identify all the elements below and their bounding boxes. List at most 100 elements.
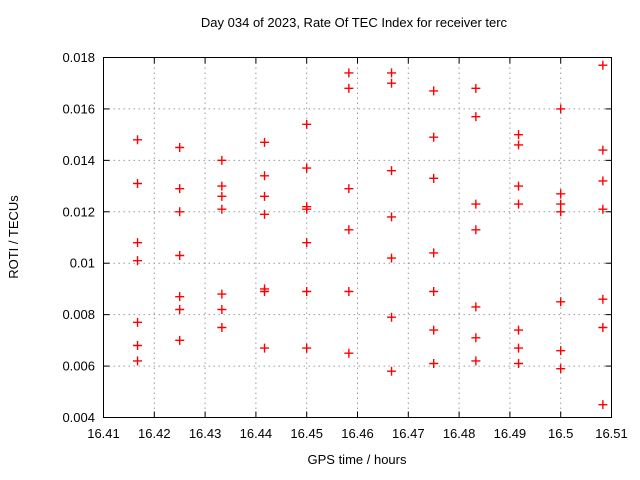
y-tick-labels: 0.004 0.006 0.008 0.01 0.012 0.014 0.016 0.018 bbox=[62, 50, 95, 425]
x-tick-label: 16.51 bbox=[595, 426, 628, 441]
data-point-marker bbox=[514, 325, 524, 335]
data-point-marker bbox=[429, 173, 439, 183]
data-point-marker bbox=[133, 356, 143, 366]
data-point-marker bbox=[471, 333, 481, 343]
x-tick-label: 16.46 bbox=[341, 426, 374, 441]
x-tick-label: 16.5 bbox=[548, 426, 573, 441]
data-point-marker bbox=[217, 191, 227, 201]
data-point-marker bbox=[302, 238, 312, 248]
y-tick-label: 0.01 bbox=[70, 256, 95, 271]
data-point-marker bbox=[598, 400, 608, 410]
data-point-marker bbox=[217, 289, 227, 299]
data-point-marker bbox=[344, 348, 354, 358]
data-point-marker bbox=[598, 323, 608, 332]
data-point-marker bbox=[260, 171, 270, 181]
data-point-marker bbox=[598, 60, 608, 70]
data-point-marker bbox=[344, 83, 354, 93]
data-point-marker bbox=[471, 199, 481, 209]
data-point-marker bbox=[429, 359, 439, 368]
x-tick-label: 16.48 bbox=[443, 426, 476, 441]
data-point-marker bbox=[556, 297, 566, 307]
data-point-marker bbox=[387, 253, 397, 263]
x-tick-label: 16.45 bbox=[290, 426, 323, 441]
x-tick-label: 16.47 bbox=[392, 426, 425, 441]
y-tick-label: 0.012 bbox=[62, 204, 95, 219]
data-point-marker bbox=[556, 364, 566, 374]
x-axis-label: GPS time / hours bbox=[308, 452, 407, 467]
data-point-marker bbox=[514, 343, 524, 353]
data-point-marker bbox=[598, 204, 608, 214]
data-point-marker bbox=[302, 163, 312, 173]
data-point-marker bbox=[387, 212, 397, 222]
data-point-marker bbox=[175, 184, 185, 194]
x-tick-label: 16.42 bbox=[138, 426, 171, 441]
data-point-marker bbox=[387, 312, 397, 322]
data-points bbox=[133, 60, 608, 410]
y-tick-label: 0.018 bbox=[62, 50, 95, 65]
data-point-marker bbox=[260, 209, 270, 219]
data-point-marker bbox=[217, 155, 227, 165]
data-point-marker bbox=[133, 341, 143, 350]
data-point-marker bbox=[217, 204, 227, 214]
data-point-marker bbox=[598, 294, 608, 304]
data-point-marker bbox=[514, 130, 524, 140]
data-point-marker bbox=[175, 207, 185, 217]
data-point-marker bbox=[260, 191, 270, 201]
y-tick-label: 0.016 bbox=[62, 101, 95, 116]
data-point-marker bbox=[260, 287, 270, 296]
data-point-marker bbox=[471, 302, 481, 312]
y-tick-label: 0.006 bbox=[62, 359, 95, 374]
data-point-marker bbox=[133, 135, 143, 145]
y-tick-label: 0.014 bbox=[62, 153, 95, 168]
data-point-marker bbox=[175, 292, 185, 302]
data-point-marker bbox=[471, 225, 481, 235]
x-tick-label: 16.43 bbox=[189, 426, 222, 441]
x-tick-label: 16.41 bbox=[87, 426, 120, 441]
y-tick-label: 0.008 bbox=[62, 307, 95, 322]
data-point-marker bbox=[175, 335, 185, 345]
chart-title: Day 034 of 2023, Rate Of TEC Index for r… bbox=[201, 15, 508, 30]
data-point-marker bbox=[302, 204, 312, 214]
data-point-marker bbox=[344, 68, 354, 78]
data-point-marker bbox=[556, 346, 566, 356]
data-point-marker bbox=[133, 256, 143, 266]
data-point-marker bbox=[344, 287, 354, 296]
data-point-marker bbox=[387, 78, 397, 88]
data-point-marker bbox=[471, 356, 481, 366]
y-tick-label: 0.004 bbox=[62, 410, 95, 425]
data-point-marker bbox=[260, 343, 270, 353]
data-point-marker bbox=[471, 112, 481, 122]
data-point-marker bbox=[344, 225, 354, 235]
data-point-marker bbox=[514, 140, 524, 150]
data-point-marker bbox=[556, 199, 566, 209]
data-point-marker bbox=[133, 179, 143, 188]
data-point-marker bbox=[598, 145, 608, 155]
data-point-marker bbox=[556, 189, 566, 199]
data-point-marker bbox=[217, 305, 227, 314]
data-point-marker bbox=[514, 199, 524, 209]
data-point-marker bbox=[302, 119, 312, 129]
x-tick-labels: 16.41 16.42 16.43 16.44 16.45 16.46 16.47 16.48… bbox=[87, 426, 628, 441]
data-point-marker bbox=[429, 325, 439, 335]
data-point-marker bbox=[556, 207, 566, 217]
data-point-marker bbox=[514, 181, 524, 191]
data-point-marker bbox=[175, 305, 185, 314]
data-point-marker bbox=[133, 238, 143, 248]
data-point-marker bbox=[344, 184, 354, 194]
data-point-marker bbox=[217, 323, 227, 332]
data-point-marker bbox=[471, 83, 481, 93]
data-point-marker bbox=[175, 143, 185, 152]
data-point-marker bbox=[260, 137, 270, 147]
data-point-marker bbox=[302, 287, 312, 296]
data-point-marker bbox=[302, 343, 312, 353]
grid-lines bbox=[103, 57, 612, 418]
x-tick-label: 16.49 bbox=[494, 426, 527, 441]
data-point-marker bbox=[556, 104, 566, 114]
data-point-marker bbox=[217, 181, 227, 191]
data-point-marker bbox=[175, 251, 185, 260]
x-tick-label: 16.44 bbox=[240, 426, 273, 441]
data-point-marker bbox=[429, 248, 439, 258]
data-point-marker bbox=[429, 86, 439, 96]
data-point-marker bbox=[387, 166, 397, 176]
